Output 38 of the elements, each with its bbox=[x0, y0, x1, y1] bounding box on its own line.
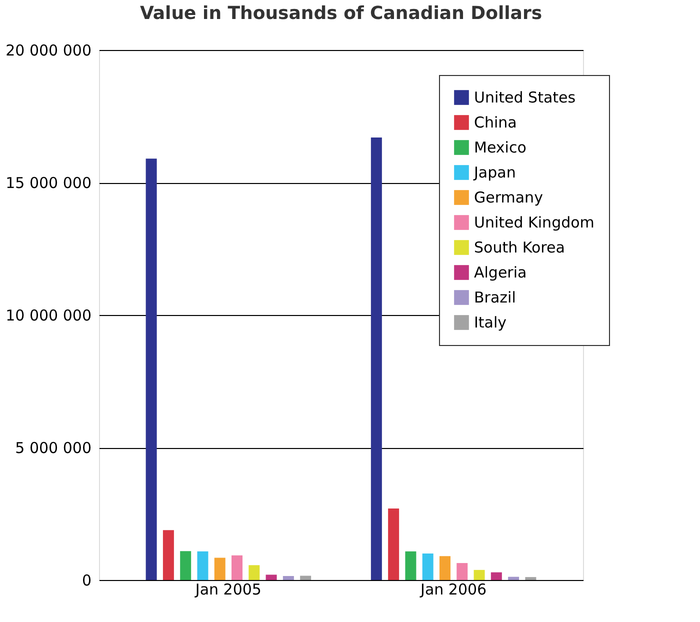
x-tick-label: Jan 2006 bbox=[420, 580, 487, 598]
bar bbox=[266, 574, 277, 580]
legend-label: Mexico bbox=[474, 138, 526, 156]
bar bbox=[162, 530, 174, 580]
bar bbox=[474, 570, 485, 580]
y-tick-label: 20 000 000 bbox=[6, 42, 92, 60]
legend-label: Algeria bbox=[474, 264, 527, 282]
legend-label: Brazil bbox=[474, 288, 516, 306]
legend-label: United Kingdom bbox=[474, 214, 594, 232]
bar bbox=[508, 576, 520, 580]
bar bbox=[439, 556, 450, 580]
bar bbox=[388, 508, 400, 580]
bar bbox=[214, 558, 226, 580]
bar bbox=[232, 555, 243, 580]
bar bbox=[180, 551, 192, 580]
x-tick-label: Jan 2005 bbox=[194, 580, 262, 598]
legend-label: Germany bbox=[474, 188, 544, 206]
bar bbox=[370, 137, 382, 580]
legend-label: United States bbox=[474, 88, 576, 106]
bar bbox=[525, 577, 536, 580]
bar bbox=[248, 565, 260, 580]
bar bbox=[422, 554, 434, 580]
bar bbox=[146, 158, 157, 580]
bar bbox=[490, 572, 502, 580]
bar bbox=[405, 551, 416, 580]
legend-label: Italy bbox=[474, 314, 507, 332]
legend-label: China bbox=[474, 114, 517, 132]
legend-label: Japan bbox=[473, 164, 516, 182]
y-tick-label: 5 000 000 bbox=[15, 439, 92, 457]
legend-label: South Korea bbox=[474, 238, 565, 256]
y-tick-label: 15 000 000 bbox=[6, 174, 92, 192]
chart-title: Value in Thousands of Canadian Dollars bbox=[140, 3, 542, 24]
bar bbox=[282, 576, 294, 580]
bar bbox=[300, 576, 312, 580]
y-tick-label: 10 000 000 bbox=[6, 306, 92, 324]
bar bbox=[197, 551, 208, 580]
bar bbox=[456, 563, 468, 580]
y-tick-label: 0 bbox=[82, 572, 92, 590]
